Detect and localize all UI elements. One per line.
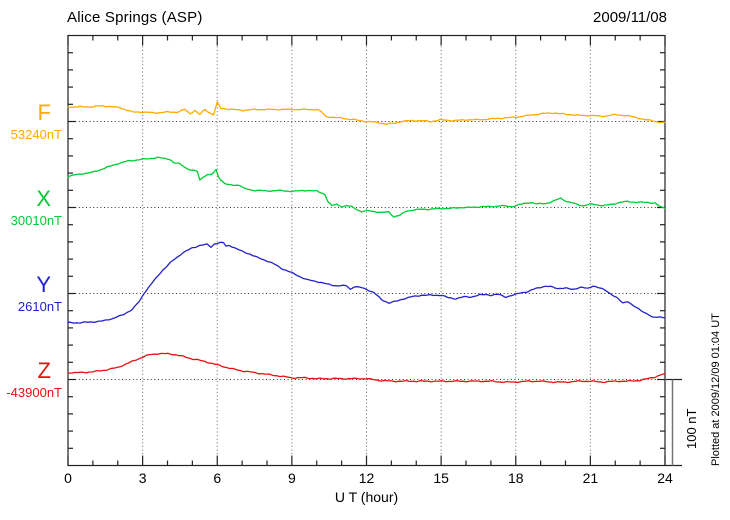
trace-label-X: X 30010nT (0, 188, 64, 228)
trace-letter-X: X (36, 186, 51, 211)
series-Z-line (67, 352, 666, 384)
x-tick-label-12: 12 (358, 470, 375, 486)
x-tick-label-15: 15 (433, 470, 449, 486)
trace-letter-Z: Z (37, 358, 51, 383)
trace-letter-F: F (37, 100, 51, 125)
trace-label-F: F 53240nT (0, 102, 64, 142)
plot-frame (67, 34, 666, 467)
x-tick-label-18: 18 (507, 470, 524, 486)
x-axis-label: U T (hour) (334, 489, 399, 505)
trace-letter-Y: Y (36, 272, 51, 297)
trace-label-Y: Y 2610nT (0, 274, 64, 314)
x-tick-label-0: 0 (64, 470, 72, 486)
observation-date: 2009/11/08 (593, 9, 667, 26)
x-tick-label-24: 24 (657, 470, 673, 486)
x-tick-label-3: 3 (138, 470, 147, 486)
series-X-line (67, 156, 666, 218)
trace-base-value-X: 30010nT (10, 213, 62, 228)
x-gridlines (142, 35, 591, 466)
axis-ticks (67, 35, 666, 466)
baselines (68, 121, 665, 380)
station-title: Alice Springs (ASP) (67, 9, 203, 26)
scale-bar (666, 378, 682, 466)
series-F-line (67, 101, 666, 125)
x-axis-tick-labels: 0 3 6 9 12 15 18 21 24 (0, 470, 730, 488)
plotted-at-note: Plotted at 2009/12/09 01:04 UT (710, 313, 722, 466)
x-tick-label-6: 6 (213, 470, 222, 486)
trace-base-value-Y: 2610nT (17, 299, 62, 314)
trace-base-value-Z: -43900nT (6, 385, 62, 400)
series-Y-line (67, 241, 666, 324)
x-tick-label-21: 21 (582, 470, 599, 486)
trace-base-value-F: 53240nT (10, 127, 62, 142)
scale-bar-label: 100 nT (684, 408, 699, 449)
x-tick-label-9: 9 (287, 470, 296, 486)
trace-label-Z: Z -43900nT (0, 360, 64, 400)
